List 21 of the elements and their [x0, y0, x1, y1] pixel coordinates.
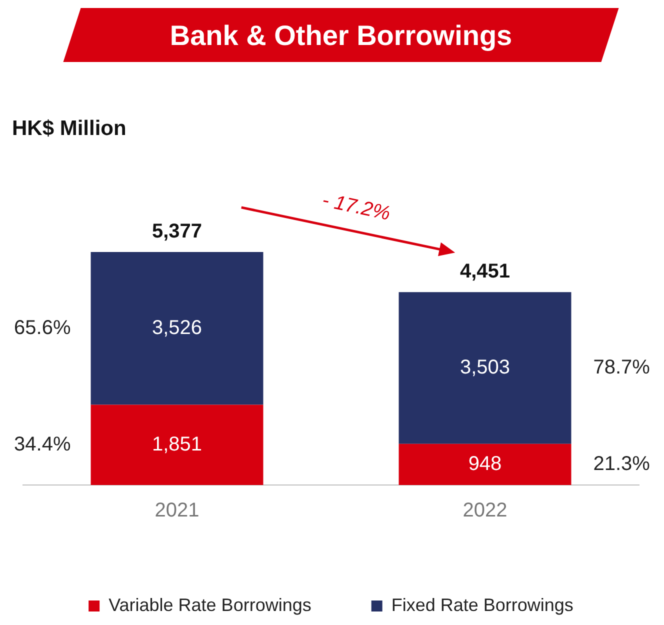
chart-subtitle: HK$ Million — [12, 117, 126, 141]
annotation: 21.3% — [593, 452, 650, 475]
annotation: 78.7% — [593, 356, 650, 379]
legend-label: Fixed Rate Borrowings — [391, 594, 574, 615]
data-label: 3,503 — [460, 356, 510, 379]
chart-title: Bank & Other Borrowings — [168, 20, 514, 52]
bar — [90, 252, 264, 405]
data-label: 3,526 — [152, 316, 202, 339]
bar — [398, 444, 572, 485]
x-tick-label: 2022 — [462, 500, 508, 522]
data-label: 1,851 — [152, 433, 202, 456]
bar — [398, 292, 572, 444]
annotation: 34.4% — [14, 433, 71, 456]
x-tick-label: 2021 — [154, 500, 200, 522]
data-label: 948 — [468, 452, 502, 475]
bar — [90, 404, 264, 485]
text: - 17.2% — [320, 189, 392, 226]
annotation: 65.6% — [14, 316, 71, 339]
total-label: 4,451 — [460, 260, 510, 283]
legend-label: Variable Rate Borrowings — [108, 594, 312, 615]
total-label: 5,377 — [152, 220, 202, 243]
